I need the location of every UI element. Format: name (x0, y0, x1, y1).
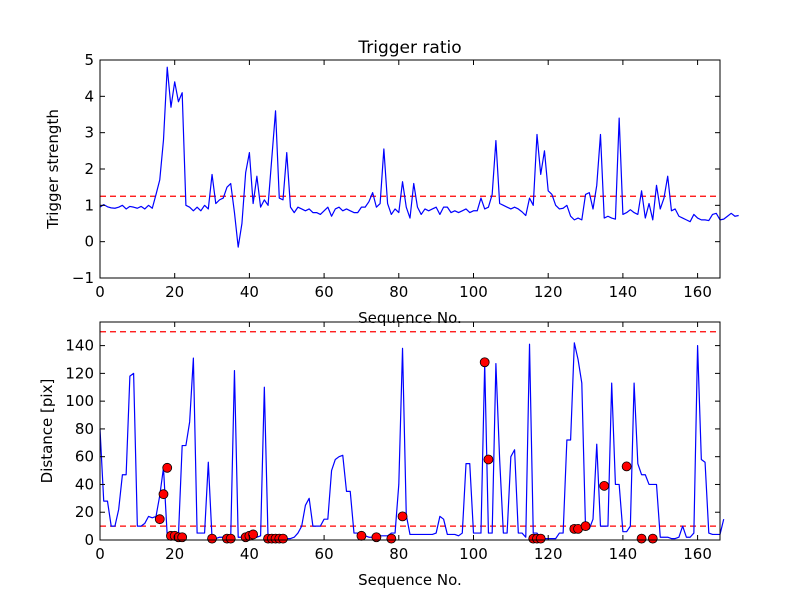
series-group (99, 66, 739, 248)
x-tick-label: 100 (459, 283, 488, 301)
x-tick-label: 60 (315, 545, 334, 563)
series-line (99, 342, 725, 540)
data-point-marker (599, 480, 610, 491)
data-point-marker (162, 462, 173, 473)
data-point-marker (154, 514, 165, 525)
x-tick-label: 120 (534, 283, 563, 301)
y-tick-label: 100 (65, 392, 94, 410)
x-tick-label: 20 (165, 545, 184, 563)
x-tick-label: 40 (240, 545, 259, 563)
data-point-marker (158, 489, 169, 500)
data-point-marker (225, 533, 236, 544)
x-tick-label: 140 (609, 545, 638, 563)
y-tick-label: 4 (84, 87, 94, 105)
y-tick-label: 3 (84, 124, 94, 142)
x-tick-label: 60 (315, 283, 334, 301)
x-axis-label: Sequence No. (358, 309, 462, 327)
y-tick-label: 20 (75, 503, 94, 521)
data-point-marker (356, 530, 367, 541)
y-tick-label: 1 (84, 196, 94, 214)
y-axis-ticks: −1 0 1 2 3 4 5 (72, 51, 720, 287)
x-tick-label: 80 (389, 545, 408, 563)
chart-title: Trigger ratio (357, 38, 461, 58)
x-tick-label: 0 (95, 283, 105, 301)
trigger-ratio-panel: Trigger ratio 0 20 40 60 80 100 120 140 160 −101… (44, 38, 739, 327)
series-group (99, 342, 725, 540)
data-point-marker (479, 357, 490, 368)
x-tick-label: 0 (95, 545, 105, 563)
data-point-marker (177, 532, 188, 543)
data-point-marker (248, 529, 259, 540)
data-point-marker (207, 533, 217, 544)
x-axis-ticks: 0 20 40 60 80 100 120 140 160 (95, 322, 712, 563)
distance-panel: 0 20 40 60 80 100 120 140 160 0 20 40 60 80 100 120 140… (38, 321, 725, 589)
y-tick-label: 2 (84, 160, 94, 178)
series-line (99, 66, 739, 248)
y-tick-label: 0 (84, 233, 94, 251)
x-axis-label: Sequence No. (358, 571, 462, 589)
y-axis-label: Distance [pix] (38, 379, 56, 484)
y-tick-label: 60 (75, 448, 94, 466)
y-tick-label: 0 (84, 531, 94, 549)
y-tick-label: 40 (75, 475, 94, 493)
data-point-marker (371, 532, 382, 543)
y-axis-label: Trigger strength (44, 109, 62, 230)
x-tick-label: 120 (534, 545, 563, 563)
x-tick-label: 80 (389, 283, 408, 301)
x-tick-label: 100 (459, 545, 488, 563)
x-tick-label: 160 (683, 283, 712, 301)
y-axis-ticks: 0 20 40 60 80 100 120 140 (65, 337, 720, 549)
threshold-line-group (100, 331, 720, 527)
marker-group (154, 357, 658, 544)
data-point-marker (397, 511, 408, 522)
x-tick-label: 160 (683, 545, 712, 563)
data-point-marker (278, 533, 288, 544)
x-tick-label: 40 (240, 283, 259, 301)
y-tick-label: −1 (72, 269, 94, 287)
data-point-marker (636, 533, 647, 544)
y-tick-label: 140 (65, 337, 94, 355)
x-tick-label: 20 (165, 283, 184, 301)
y-tick-label: 5 (84, 51, 94, 69)
plot-frame (99, 321, 721, 541)
y-tick-label: 120 (65, 364, 94, 382)
data-point-marker (535, 533, 546, 544)
data-point-marker (647, 533, 658, 544)
x-axis-ticks: 0 20 40 60 80 100 120 140 160 (95, 60, 712, 301)
y-tick-label: 80 (75, 420, 94, 438)
x-tick-label: 140 (609, 283, 638, 301)
data-point-marker (483, 454, 494, 465)
data-point-marker (621, 461, 632, 472)
data-point-marker (580, 521, 591, 532)
data-point-marker (386, 533, 397, 544)
